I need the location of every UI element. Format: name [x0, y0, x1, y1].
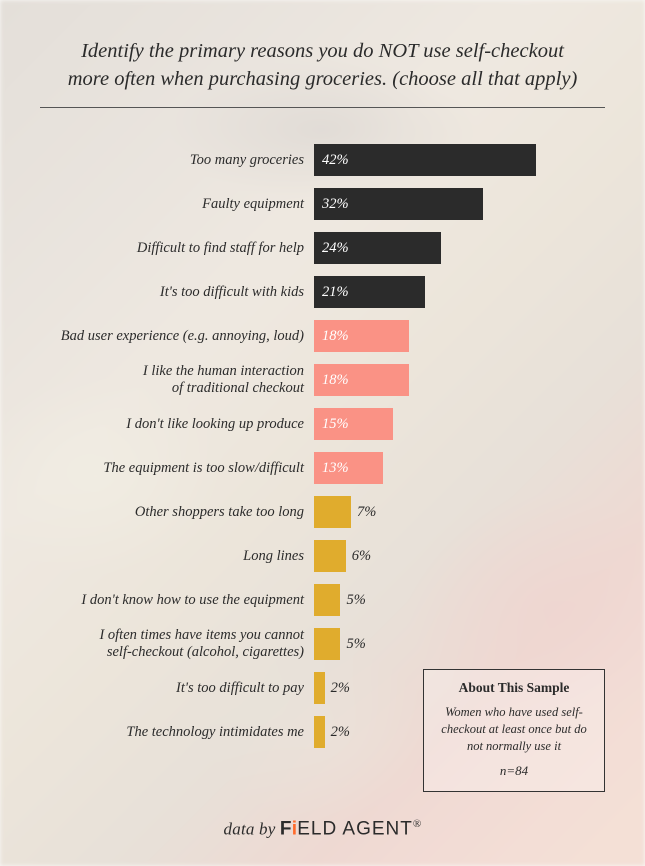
- bar: 42%: [314, 144, 536, 176]
- footer-attribution: data by FiELD AGENT®: [40, 812, 605, 846]
- bar-value: 15%: [322, 416, 349, 433]
- bar-label: It's too difficult with kids: [40, 284, 314, 301]
- bar-label: Difficult to find staff for help: [40, 240, 314, 257]
- bar: 5%: [314, 584, 340, 616]
- chart-row: Bad user experience (e.g. annoying, loud…: [40, 314, 605, 358]
- bar-label: Long lines: [40, 548, 314, 565]
- chart-row: Long lines6%: [40, 534, 605, 578]
- chart-row: I often times have items you cannotself-…: [40, 622, 605, 666]
- bar-label: I often times have items you cannotself-…: [40, 627, 314, 662]
- bar-value: 18%: [322, 372, 349, 389]
- chart-row: I don't like looking up produce 15%: [40, 402, 605, 446]
- chart-row: I like the human interactionof tradition…: [40, 358, 605, 402]
- bar-label: I don't like looking up produce: [40, 416, 314, 433]
- bar-value: 18%: [322, 328, 349, 345]
- bar: 6%: [314, 540, 346, 572]
- bar-track: 5%: [314, 578, 605, 622]
- bar: 18%: [314, 364, 409, 396]
- chart-row: Faulty equipment 32%: [40, 182, 605, 226]
- chart-row: The equipment is too slow/difficult 13%: [40, 446, 605, 490]
- bar-label: The equipment is too slow/difficult: [40, 460, 314, 477]
- bar-value: 5%: [346, 592, 365, 609]
- brand-rest: ELD AGENT: [297, 818, 413, 839]
- bar-value: 42%: [322, 152, 349, 169]
- chart-row: I don't know how to use the equipment5%: [40, 578, 605, 622]
- bar-track: 5%: [314, 622, 605, 666]
- bar-label: Too many groceries: [40, 152, 314, 169]
- bar: 5%: [314, 628, 340, 660]
- chart-row: Difficult to find staff for help 24%: [40, 226, 605, 270]
- bar-track: 6%: [314, 534, 605, 578]
- bar-track: 42%: [314, 138, 605, 182]
- bar-track: 18%: [314, 314, 605, 358]
- chart-title: Identify the primary reasons you do NOT …: [40, 38, 605, 108]
- bar-label: I don't know how to use the equipment: [40, 592, 314, 609]
- bar: 13%: [314, 452, 383, 484]
- bar-track: 21%: [314, 270, 605, 314]
- bar-track: 18%: [314, 358, 605, 402]
- chart-row: It's too difficult with kids 21%: [40, 270, 605, 314]
- bar-value: 2%: [331, 680, 350, 697]
- bar-value: 5%: [346, 636, 365, 653]
- bar-value: 2%: [331, 724, 350, 741]
- bar-label: The technology intimidates me: [40, 724, 314, 741]
- bar-value: 6%: [352, 548, 371, 565]
- sample-box-body: Women who have used self-checkout at lea…: [432, 704, 596, 755]
- bar-value: 7%: [357, 504, 376, 521]
- bar-value: 32%: [322, 196, 349, 213]
- bar: 21%: [314, 276, 425, 308]
- bar-label: Bad user experience (e.g. annoying, loud…: [40, 328, 314, 345]
- sample-info-box: About This Sample Women who have used se…: [423, 669, 605, 792]
- bar: 2%: [314, 672, 325, 704]
- bar-label: Faulty equipment: [40, 196, 314, 213]
- sample-box-n: n=84: [432, 763, 596, 779]
- bar-track: 24%: [314, 226, 605, 270]
- chart-row: Too many groceries 42%: [40, 138, 605, 182]
- bar-label: Other shoppers take too long: [40, 504, 314, 521]
- bar-value: 24%: [322, 240, 349, 257]
- bar-label: I like the human interactionof tradition…: [40, 363, 314, 398]
- bar: 7%: [314, 496, 351, 528]
- bar-label: It's too difficult to pay: [40, 680, 314, 697]
- bar: 24%: [314, 232, 441, 264]
- bar-value: 21%: [322, 284, 349, 301]
- chart-row: Other shoppers take too long7%: [40, 490, 605, 534]
- registered-icon: ®: [413, 818, 422, 830]
- bar-track: 7%: [314, 490, 605, 534]
- footer-prefix: data by: [224, 819, 280, 838]
- bar-track: 13%: [314, 446, 605, 490]
- bar-value: 13%: [322, 460, 349, 477]
- bar: 32%: [314, 188, 483, 220]
- sample-box-title: About This Sample: [432, 680, 596, 696]
- brand-letter-f: F: [280, 818, 292, 839]
- bar-track: 32%: [314, 182, 605, 226]
- bar: 18%: [314, 320, 409, 352]
- bar-track: 15%: [314, 402, 605, 446]
- bar: 15%: [314, 408, 393, 440]
- bar: 2%: [314, 716, 325, 748]
